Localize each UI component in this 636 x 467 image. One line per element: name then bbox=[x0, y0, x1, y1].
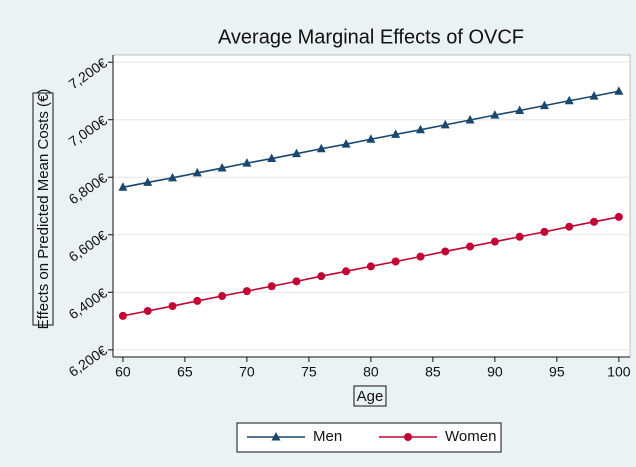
data-point bbox=[466, 242, 475, 251]
data-point bbox=[291, 148, 301, 158]
data-point bbox=[465, 115, 475, 124]
data-point bbox=[366, 134, 376, 143]
data-point bbox=[143, 306, 152, 315]
data-point bbox=[218, 292, 227, 301]
data-point bbox=[565, 222, 574, 231]
data-point bbox=[416, 252, 425, 261]
data-point bbox=[118, 311, 127, 320]
x-tick-label: 95 bbox=[549, 364, 565, 380]
data-point bbox=[490, 110, 500, 119]
data-point bbox=[292, 277, 301, 286]
data-point bbox=[515, 232, 524, 241]
data-point bbox=[440, 119, 450, 129]
data-point bbox=[267, 153, 277, 163]
x-tick-label: 60 bbox=[115, 364, 131, 380]
data-point bbox=[192, 167, 202, 177]
data-point bbox=[441, 247, 450, 256]
data-point bbox=[317, 272, 326, 281]
data-point bbox=[614, 212, 623, 221]
data-point bbox=[490, 237, 499, 246]
plot-area bbox=[112, 54, 631, 358]
legend-label: Women bbox=[445, 428, 496, 445]
data-point bbox=[143, 177, 153, 186]
legend-label: Men bbox=[313, 428, 342, 445]
x-tick-label: 90 bbox=[487, 364, 503, 380]
data-point bbox=[168, 302, 177, 311]
legend-marker bbox=[404, 433, 412, 441]
chart-title: Average Marginal Effects of OVCF bbox=[218, 26, 524, 48]
data-point bbox=[540, 227, 549, 236]
data-point bbox=[391, 257, 400, 266]
data-point bbox=[316, 143, 326, 153]
x-tick-label: 85 bbox=[425, 364, 441, 380]
x-tick-label: 100 bbox=[607, 364, 631, 380]
x-axis-label: Age bbox=[357, 388, 384, 405]
data-point bbox=[242, 158, 252, 167]
data-point bbox=[391, 129, 401, 138]
y-label-box bbox=[32, 92, 54, 326]
data-point bbox=[168, 172, 178, 182]
data-point bbox=[193, 296, 202, 305]
data-point bbox=[614, 86, 624, 95]
x-tick-label: 70 bbox=[239, 364, 255, 380]
legend-marker bbox=[271, 432, 281, 441]
x-tick-label: 80 bbox=[363, 364, 379, 380]
data-point bbox=[590, 217, 599, 226]
data-point bbox=[589, 91, 599, 100]
data-point bbox=[118, 182, 128, 191]
x-tick-label: 65 bbox=[177, 364, 193, 380]
data-point bbox=[267, 282, 276, 291]
x-tick-label: 75 bbox=[301, 364, 317, 380]
data-point bbox=[539, 100, 549, 110]
data-point bbox=[341, 139, 351, 148]
data-point bbox=[564, 95, 574, 105]
data-point bbox=[515, 105, 525, 115]
x-label-box bbox=[353, 385, 387, 407]
data-point bbox=[415, 124, 425, 134]
data-point bbox=[342, 267, 351, 276]
data-point bbox=[366, 262, 375, 271]
data-point bbox=[242, 287, 251, 296]
y-axis-label: Effects on Predicted Mean Costs (€) bbox=[35, 89, 52, 330]
data-point bbox=[217, 163, 227, 172]
